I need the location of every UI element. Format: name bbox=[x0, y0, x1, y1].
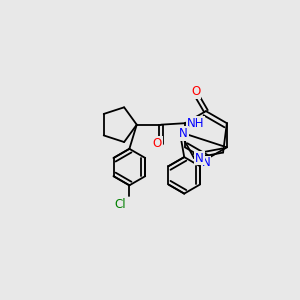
Text: NH: NH bbox=[187, 117, 204, 130]
Text: Cl: Cl bbox=[115, 198, 126, 211]
Text: N: N bbox=[179, 127, 188, 140]
Text: N: N bbox=[202, 157, 210, 169]
Text: N: N bbox=[195, 152, 204, 164]
Text: O: O bbox=[153, 137, 162, 150]
Text: O: O bbox=[191, 85, 200, 98]
